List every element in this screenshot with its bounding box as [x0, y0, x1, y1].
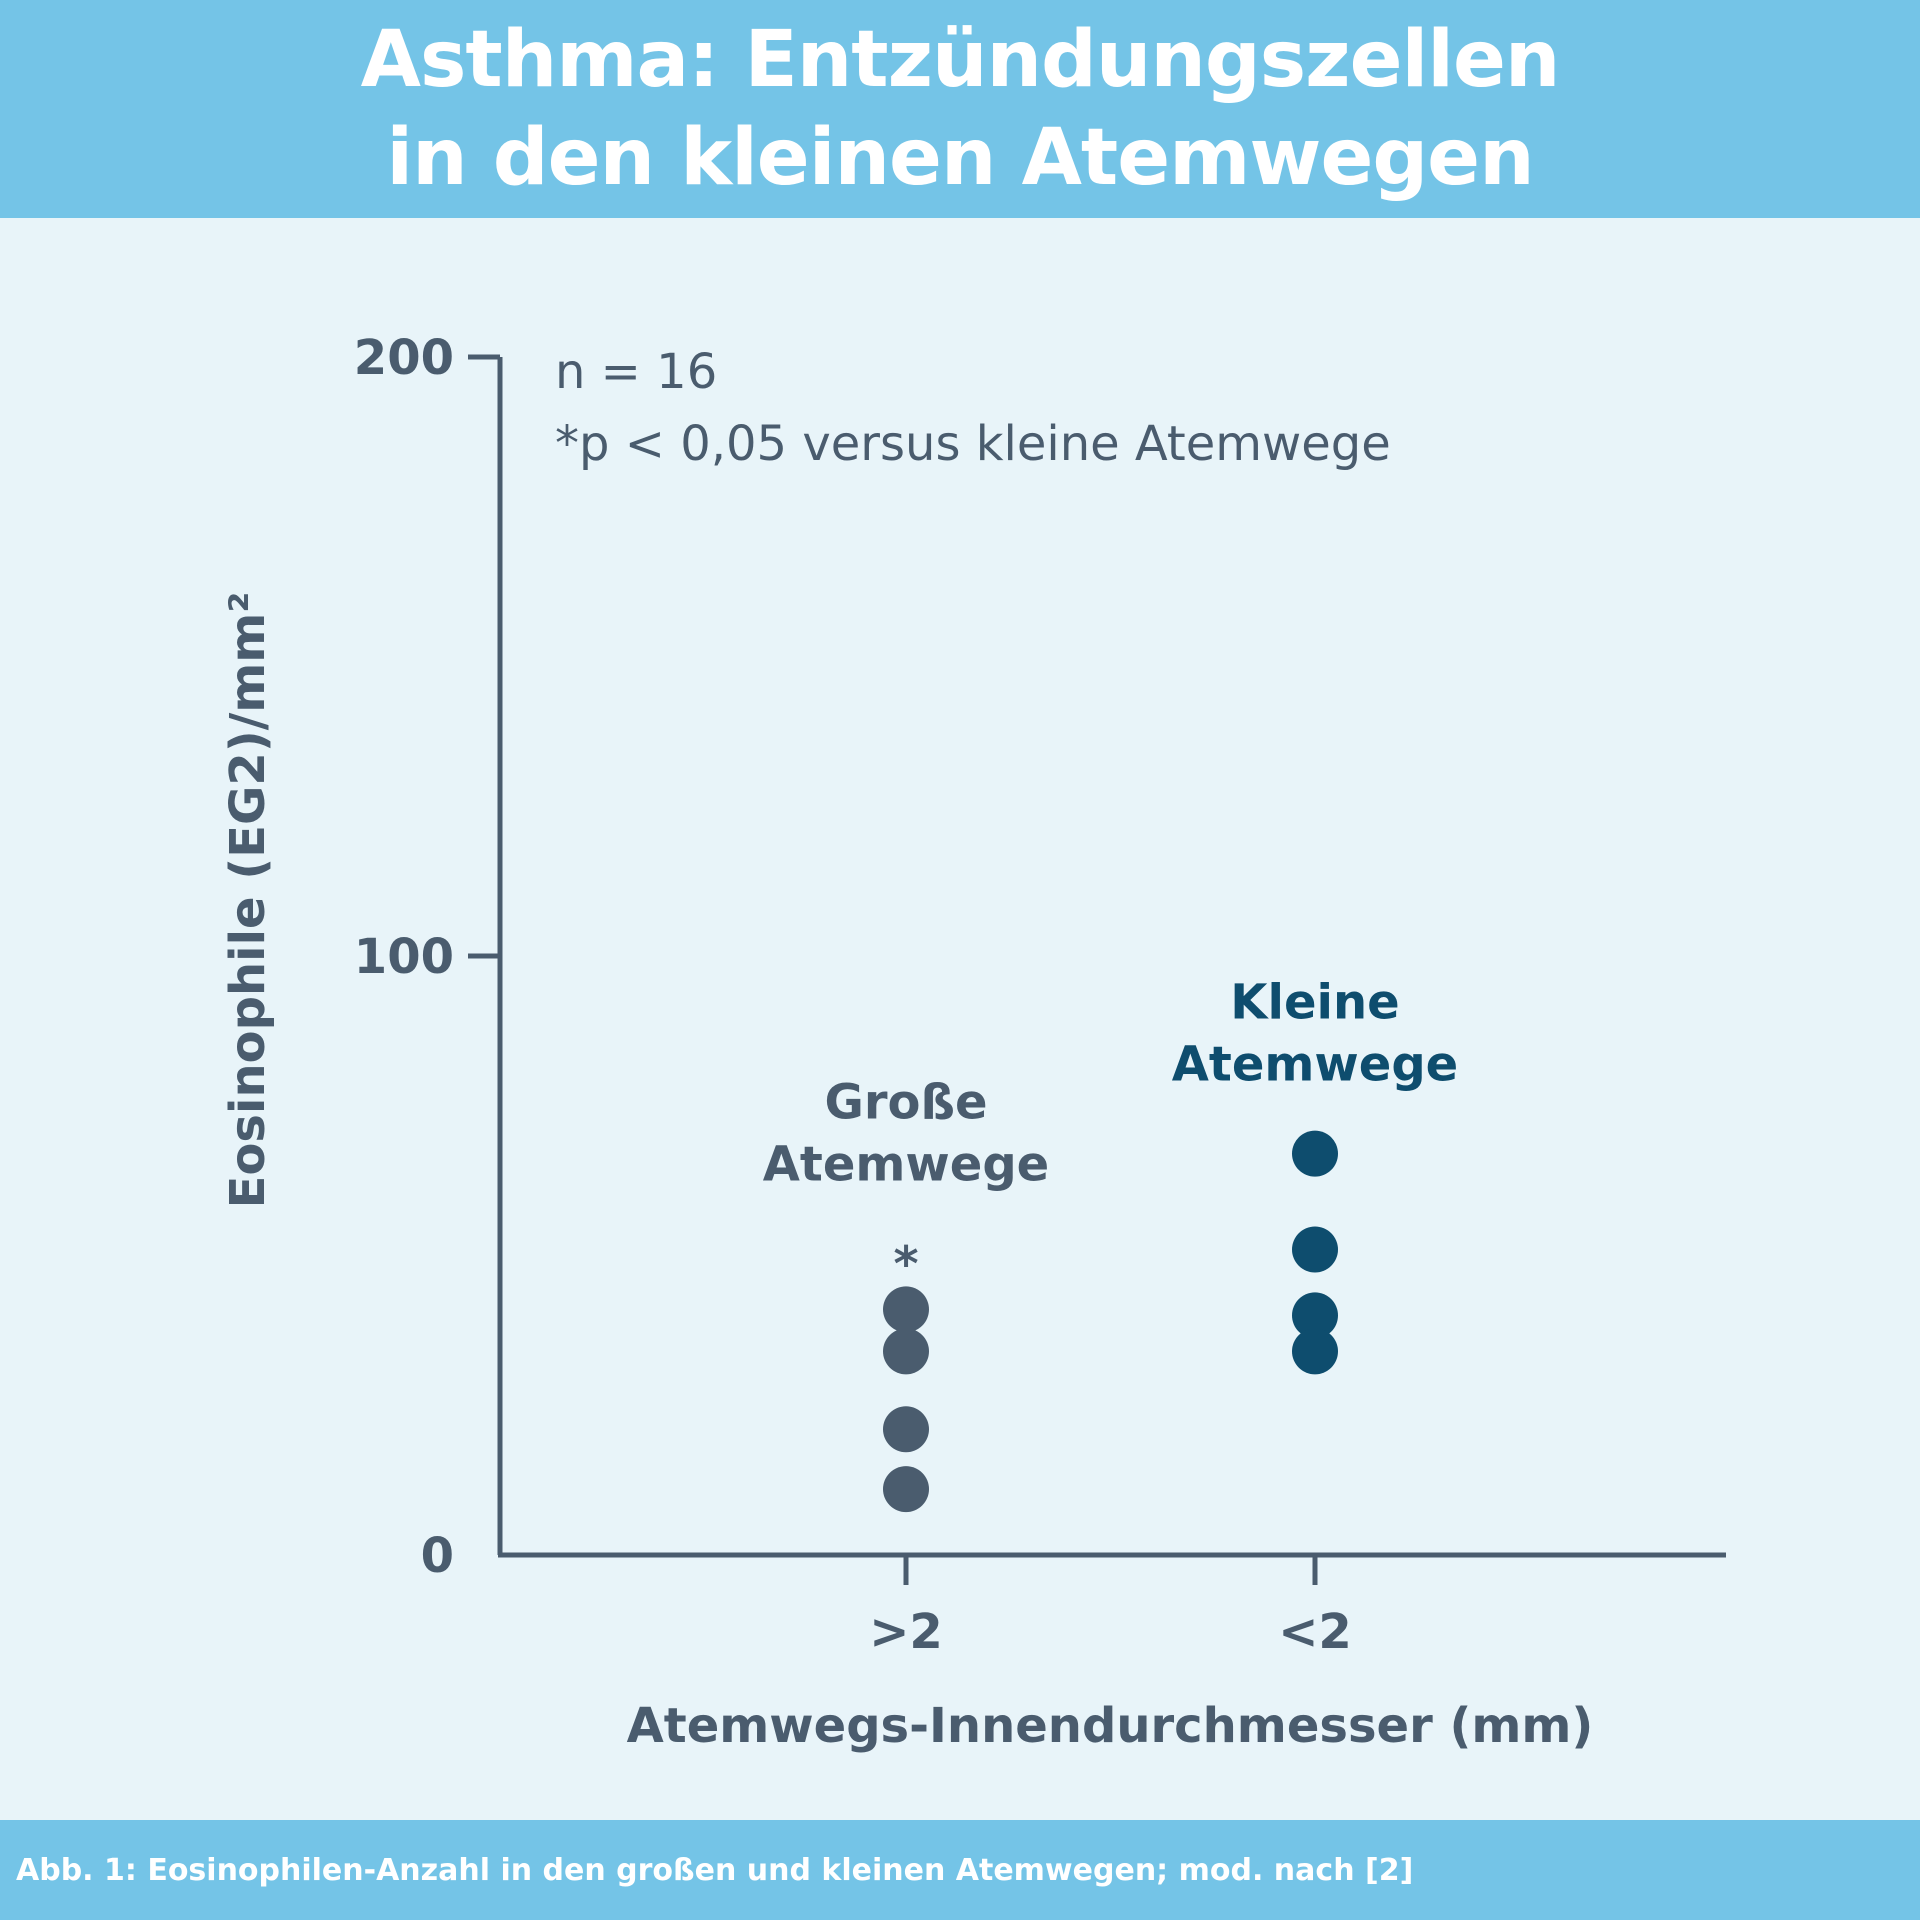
- data-point: [883, 1466, 929, 1513]
- data-point: [883, 1406, 929, 1453]
- y-tick-label: 0: [421, 1528, 454, 1584]
- data-point: [1292, 1328, 1338, 1375]
- data-point: [1292, 1226, 1338, 1273]
- data-point: [1292, 1130, 1338, 1177]
- figure-caption: Abb. 1: Eosinophilen-Anzahl in den große…: [16, 1852, 1414, 1888]
- x-axis-title: Atemwegs-Innendurchmesser (mm): [627, 1698, 1594, 1754]
- y-axis-title: Eosinophile (EG2)/mm²: [220, 592, 276, 1209]
- header-banner: Asthma: Entzündungszellen in den kleinen…: [0, 0, 1920, 218]
- data-point: [883, 1328, 929, 1375]
- scatter-chart: n = 16 *p < 0,05 versus kleine Atemwege …: [220, 330, 1726, 1754]
- significance-marker: *: [893, 1236, 918, 1292]
- footer-banner: Abb. 1: Eosinophilen-Anzahl in den große…: [0, 1820, 1920, 1920]
- series-label: Atemwege: [1172, 1037, 1458, 1093]
- series-label: Kleine: [1230, 975, 1399, 1031]
- title-line-1: Asthma: Entzündungszellen: [360, 15, 1561, 105]
- note-n: n = 16: [555, 344, 717, 400]
- series-label: Große: [824, 1074, 987, 1130]
- data-point: [1292, 1292, 1338, 1339]
- y-tick-label: 200: [354, 330, 454, 386]
- data-point: [883, 1286, 929, 1333]
- series-label: Atemwege: [763, 1136, 1049, 1192]
- note-significance: *p < 0,05 versus kleine Atemwege: [555, 416, 1391, 472]
- y-tick-label: 100: [354, 929, 454, 985]
- x-tick-label: >2: [869, 1604, 943, 1660]
- x-tick-label: <2: [1278, 1604, 1352, 1660]
- title-line-2: in den kleinen Atemwegen: [386, 113, 1534, 203]
